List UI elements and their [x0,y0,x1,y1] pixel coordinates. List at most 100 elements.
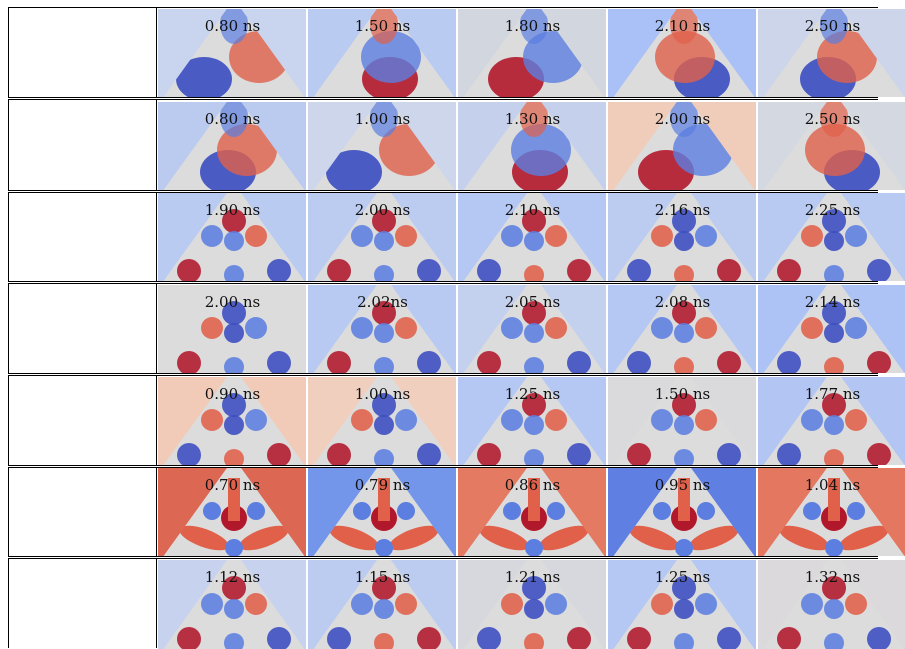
triangle-field-plot [158,285,306,373]
snapshot-time-label: 1.50 ns [654,385,711,403]
field-snapshot-cell: 1.12 ns [158,560,307,649]
triangle-field-plot [308,468,456,556]
field-snapshot-cell: 1.15 ns [308,560,457,649]
triangle-field-plot [158,193,306,281]
snapshot-time-label: 1.12 ns [204,568,261,586]
triangle-field-plot [158,9,306,97]
field-snapshot-cell: 1.77 ns [758,377,905,465]
field-snapshot-cell: 2.02ns [308,285,457,373]
snapshot-time-label: 1.00 ns [354,385,411,403]
field-snapshot-cell: 2.50 ns [758,9,905,97]
field-snapshot-cell: 2.25 ns [758,193,905,281]
snapshot-time-label: 0.70 ns [204,476,261,494]
snapshot-time-label: 1.25 ns [504,385,561,403]
snapshot-time-label: 0.86 ns [504,476,561,494]
field-snapshot-cell: 0.95 ns [608,468,757,556]
triangle-field-plot [458,9,606,97]
snapshot-time-label: 0.90 ns [204,385,261,403]
triangle-field-plot [608,468,756,556]
field-snapshot-cell: 1.04 ns [758,468,905,556]
snapshot-time-label: 2.16 ns [654,201,711,219]
field-snapshot-cell: 2.10 ns [608,9,757,97]
triangle-field-plot [458,377,606,465]
triangle-field-plot [608,193,756,281]
field-snapshot-cell: 2.08 ns [608,285,757,373]
triangle-field-plot [758,560,905,649]
field-snapshot-cell: 0.80 ns [158,102,307,190]
triangle-field-plot [158,560,306,649]
triangle-field-plot [608,285,756,373]
snapshot-time-label: 2.02ns [357,293,408,311]
row-separator [8,465,878,468]
row-separator [8,373,878,376]
field-snapshot-cell: 0.70 ns [158,468,307,556]
field-snapshot-cell: 0.90 ns [158,377,307,465]
field-snapshot-cell: 2.00 ns [158,285,307,373]
snapshot-time-label: 0.79 ns [354,476,411,494]
snapshot-time-label: 1.80 ns [504,17,561,35]
field-snapshot-cell: 2.00 ns [608,102,757,190]
snapshot-time-label: 1.00 ns [354,110,411,128]
snapshot-time-label: 0.80 ns [204,110,261,128]
triangle-field-plot [758,102,905,190]
snapshot-time-label: 2.14 ns [804,293,861,311]
snapshot-time-label: 2.10 ns [504,201,561,219]
triangle-field-plot [158,377,306,465]
field-snapshot-cell: 1.50 ns [308,9,457,97]
snapshot-time-label: 2.50 ns [804,17,861,35]
field-snapshot-cell: 0.80 ns [158,9,307,97]
triangle-field-plot [458,193,606,281]
field-snapshot-cell: 1.80 ns [458,9,607,97]
snapshot-time-label: 0.95 ns [654,476,711,494]
triangle-field-plot [758,377,905,465]
triangle-field-plot [758,285,905,373]
field-snapshot-cell: 1.30 ns [458,102,607,190]
triangle-field-plot [458,285,606,373]
field-snapshot-cell: 1.32 ns [758,560,905,649]
snapshot-time-label: 1.50 ns [354,17,411,35]
row-separator [8,97,878,100]
triangle-field-plot [458,560,606,649]
field-snapshot-cell: 1.90 ns [158,193,307,281]
triangle-field-plot [758,193,905,281]
snapshot-time-label: 1.04 ns [804,476,861,494]
triangle-field-plot [308,285,456,373]
triangle-field-plot [308,102,456,190]
triangle-field-plot [608,9,756,97]
field-snapshot-cell: 2.50 ns [758,102,905,190]
column-divider [156,7,157,648]
field-snapshot-cell: 2.14 ns [758,285,905,373]
snapshot-time-label: 2.00 ns [354,201,411,219]
snapshot-time-label: 1.77 ns [804,385,861,403]
field-snapshot-cell: 0.79 ns [308,468,457,556]
snapshot-time-label: 1.90 ns [204,201,261,219]
snapshot-time-label: 2.10 ns [654,17,711,35]
field-snapshot-cell: 1.50 ns [608,377,757,465]
triangle-field-plot [308,560,456,649]
field-snapshot-cell: 1.00 ns [308,102,457,190]
triangle-field-plot [308,193,456,281]
triangle-field-plot [608,560,756,649]
triangle-field-plot [458,102,606,190]
triangle-field-plot [158,468,306,556]
field-snapshot-cell: 2.10 ns [458,193,607,281]
snapshot-time-label: 2.05 ns [504,293,561,311]
triangle-field-plot [308,377,456,465]
triangle-field-plot [758,468,905,556]
snapshot-time-label: 2.25 ns [804,201,861,219]
snapshot-time-label: 2.00 ns [204,293,261,311]
snapshot-time-label: 1.25 ns [654,568,711,586]
field-snapshot-cell: 0.86 ns [458,468,607,556]
table-top-border [8,7,878,8]
field-snapshot-cell: 2.05 ns [458,285,607,373]
row-separator [8,190,878,193]
field-snapshot-cell: 1.00 ns [308,377,457,465]
mode-snapshot-table: 0.80 ns 1.50 ns 1.80 ns 2.10 ns 2.50 ns 0.80 … [8,7,905,649]
field-snapshot-cell: 1.21 ns [458,560,607,649]
field-snapshot-cell: 2.16 ns [608,193,757,281]
snapshot-time-label: 1.15 ns [354,568,411,586]
row-separator [8,556,878,559]
snapshot-time-label: 2.50 ns [804,110,861,128]
snapshot-time-label: 1.30 ns [504,110,561,128]
field-snapshot-cell: 1.25 ns [458,377,607,465]
